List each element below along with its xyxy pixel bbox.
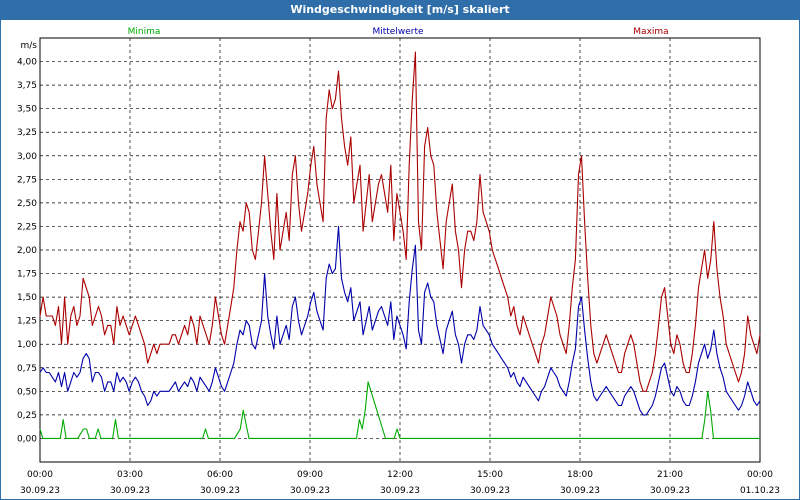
legend-entry-maxima: Maxima [633,27,668,37]
x-tick-date: 30.09.23 [650,486,690,496]
y-tick-label: 2,50 [17,199,37,209]
grid [40,38,760,462]
y-tick-label: 2,00 [17,246,37,256]
x-tick-time: 18:00 [567,470,593,480]
x-tick-date: 30.09.23 [560,486,600,496]
y-tick-label: 1,00 [17,340,37,350]
y-tick-label: 3,75 [17,81,37,91]
y-axis-label: m/s [21,41,38,51]
x-tick-time: 12:00 [387,470,413,480]
title-bar: Windgeschwindigkeit [m/s] skaliert [0,0,800,20]
window-title: Windgeschwindigkeit [m/s] skaliert [290,3,510,16]
y-tick-label: 0,75 [17,364,37,374]
x-tick-time: 15:00 [477,470,503,480]
x-tick-date: 30.09.23 [290,486,330,496]
y-tick-label: 3,00 [17,152,37,162]
legend-entry-mittelwerte: Mittelwerte [372,27,423,37]
x-tick-date: 30.09.23 [380,486,420,496]
x-tick-time: 00:00 [747,470,773,480]
y-tick-label: 2,75 [17,175,37,185]
x-tick-time: 06:00 [207,470,233,480]
y-tick-label: 3,25 [17,128,37,138]
y-tick-label: 1,25 [17,317,37,327]
y-tick-label: 0,25 [17,411,37,421]
y-tick-label: 0,50 [17,387,37,397]
y-tick-label: 3,50 [17,105,37,115]
axes: 0,00 0,25 0,50 0,75 1,00 1,25 1,50 1,75 2,00 2,25… [17,37,780,496]
series-line-maxima [39,51,761,392]
y-tick-label: 1,75 [17,270,37,280]
x-tick-time: 03:00 [117,470,143,480]
x-tick-date: 30.09.23 [110,486,150,496]
series-line-minima [39,381,760,439]
series-group [39,51,761,439]
y-tick-label: 2,25 [17,222,37,232]
x-tick-date: 30.09.23 [200,486,240,496]
x-tick-date: 01.10.23 [740,486,780,496]
x-tick-time: 09:00 [297,470,323,480]
plot-frame [39,37,761,463]
x-tick-time: 00:00 [27,470,53,480]
y-tick-label: 4,00 [17,58,37,68]
y-tick-label: 1,50 [17,293,37,303]
x-tick-date: 30.09.23 [470,486,510,496]
legend-entry-minima: Minima [128,27,161,37]
x-tick-time: 21:00 [657,470,683,480]
x-tick-date: 30.09.23 [20,486,60,496]
legend: Maxima Mittelwerte Minima [128,27,669,37]
y-tick-label: 0,00 [17,434,37,444]
series-line-mittelwerte [39,225,761,416]
